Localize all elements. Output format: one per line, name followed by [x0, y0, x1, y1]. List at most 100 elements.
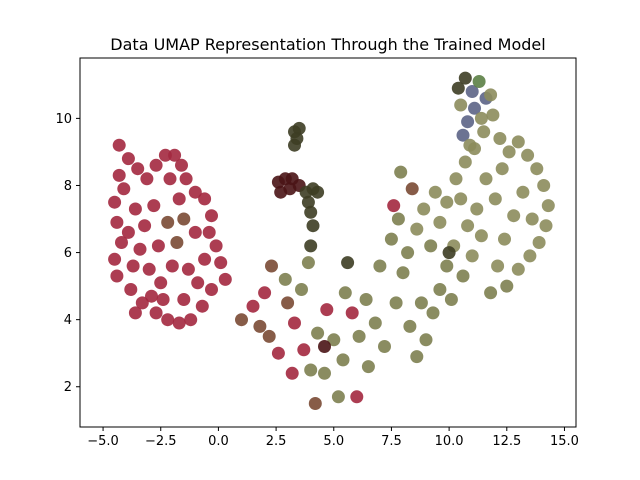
data-point-36 — [154, 276, 168, 290]
data-point-2 — [131, 162, 145, 176]
data-point-134 — [444, 293, 458, 306]
data-point-126 — [507, 209, 521, 223]
points-layer — [108, 71, 555, 410]
data-point-19 — [172, 316, 186, 330]
data-point-170 — [304, 205, 318, 219]
data-point-68 — [345, 306, 359, 320]
x-axis: −5.0 −2.5 0.0 2.5 5.0 7.5 10.0 12.5 15.0 — [87, 427, 579, 449]
data-point-25 — [108, 252, 122, 266]
data-point-153 — [474, 111, 488, 125]
data-point-23 — [124, 283, 138, 296]
data-point-112 — [493, 132, 507, 145]
data-point-49 — [121, 225, 135, 239]
data-point-69 — [352, 329, 366, 343]
data-point-136 — [414, 296, 428, 310]
x-tick-label: −2.5 — [145, 434, 177, 449]
data-point-35 — [142, 262, 156, 276]
data-point-115 — [521, 148, 535, 162]
data-point-84 — [258, 286, 272, 300]
x-tick-label: 15.0 — [550, 434, 579, 449]
y-axis: 2 4 6 8 10 — [55, 112, 80, 395]
data-point-59 — [281, 296, 295, 310]
data-point-141 — [394, 165, 408, 179]
data-point-108 — [458, 155, 472, 169]
data-point-138 — [454, 192, 468, 206]
data-point-118 — [541, 199, 555, 213]
data-point-54 — [235, 313, 248, 327]
data-point-149 — [468, 101, 481, 115]
data-point-110 — [477, 125, 491, 139]
data-point-102 — [401, 246, 415, 260]
data-point-105 — [428, 185, 442, 199]
data-point-61 — [297, 343, 311, 357]
data-point-55 — [246, 299, 260, 313]
data-point-124 — [491, 259, 505, 273]
data-point-147 — [472, 75, 486, 88]
data-point-5 — [158, 148, 172, 162]
data-point-107 — [449, 172, 463, 186]
data-point-143 — [484, 286, 498, 300]
data-point-146 — [465, 85, 479, 98]
data-point-85 — [285, 366, 299, 380]
data-point-123 — [500, 279, 514, 293]
data-point-82 — [341, 256, 355, 270]
data-point-33 — [147, 199, 161, 213]
data-point-0 — [112, 138, 126, 152]
data-point-4 — [149, 158, 163, 172]
data-point-30 — [112, 168, 126, 182]
data-point-51 — [156, 293, 170, 306]
data-point-80 — [301, 256, 315, 270]
data-point-70 — [359, 293, 373, 306]
data-point-3 — [140, 172, 154, 186]
data-point-45 — [126, 259, 140, 273]
data-point-91 — [389, 296, 403, 310]
data-point-65 — [327, 333, 341, 347]
data-point-113 — [502, 145, 516, 159]
data-point-24 — [110, 269, 124, 283]
data-point-20 — [161, 313, 175, 327]
data-point-9 — [188, 185, 202, 199]
data-point-72 — [308, 397, 322, 410]
data-point-28 — [108, 195, 122, 209]
data-point-97 — [440, 259, 454, 273]
data-point-62 — [304, 363, 318, 377]
data-point-144 — [451, 81, 465, 95]
data-point-103 — [410, 222, 424, 236]
data-point-127 — [516, 185, 530, 199]
data-point-169 — [301, 195, 315, 209]
data-point-140 — [405, 182, 419, 196]
data-point-145 — [458, 71, 472, 85]
data-point-38 — [170, 236, 184, 249]
data-point-22 — [135, 296, 149, 310]
data-point-66 — [318, 366, 331, 380]
data-point-86 — [350, 390, 364, 404]
data-point-79 — [378, 340, 391, 353]
data-point-47 — [191, 276, 205, 290]
data-point-37 — [165, 259, 179, 273]
data-point-27 — [110, 215, 124, 229]
data-point-104 — [417, 202, 431, 216]
data-point-116 — [530, 162, 544, 176]
data-point-58 — [271, 346, 285, 360]
data-point-133 — [525, 212, 539, 226]
data-point-168 — [311, 185, 325, 199]
data-point-60 — [288, 316, 301, 330]
data-point-154 — [484, 88, 498, 102]
data-point-130 — [470, 202, 484, 216]
data-point-94 — [419, 333, 433, 347]
data-point-43 — [188, 225, 202, 239]
x-tick-label: 7.5 — [381, 434, 402, 449]
y-tick-label: 2 — [64, 380, 72, 395]
data-point-63 — [311, 326, 325, 340]
data-point-17 — [195, 299, 209, 313]
data-point-111 — [486, 108, 500, 122]
data-point-12 — [202, 225, 216, 239]
chart-title: Data UMAP Representation Through the Tra… — [110, 35, 545, 54]
data-point-101 — [474, 229, 488, 243]
data-point-31 — [128, 202, 142, 216]
data-point-56 — [253, 319, 267, 333]
data-point-157 — [292, 121, 306, 135]
data-point-155 — [454, 98, 468, 112]
data-point-42 — [181, 262, 195, 276]
